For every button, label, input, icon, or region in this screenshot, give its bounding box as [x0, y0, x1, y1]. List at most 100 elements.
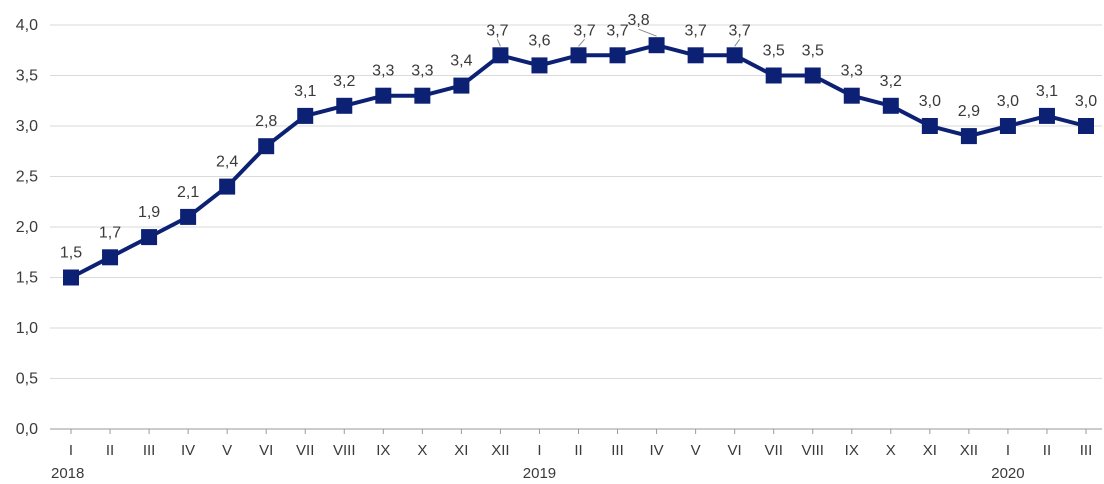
y-tick-label: 3,0 [16, 118, 38, 135]
data-point [921, 118, 938, 134]
x-tick-label: V [222, 442, 232, 459]
data-label: 2,1 [177, 184, 199, 201]
data-label: 3,3 [411, 63, 433, 80]
data-label: 3,1 [1036, 83, 1058, 100]
grid-lines [50, 24, 1102, 430]
y-axis: 0,0 0,5 1,0 1,5 2,0 2,5 3,0 3,5 4,0 [16, 17, 38, 438]
y-tick-label: 4,0 [16, 17, 38, 34]
data-label: 3,7 [486, 22, 508, 39]
x-tick-label: II [106, 442, 114, 459]
x-tick-label: I [537, 442, 541, 459]
x-tick-label: X [886, 442, 896, 459]
x-tick-label: I [1006, 442, 1010, 459]
data-label: 3,3 [372, 63, 394, 80]
data-label: 3,0 [997, 93, 1019, 110]
year-label: 2019 [523, 465, 556, 482]
x-tick-label: V [691, 442, 701, 459]
data-label: 3,7 [606, 22, 628, 39]
data-label: 3,8 [627, 12, 649, 29]
data-point [1038, 107, 1055, 124]
x-tick-label: II [1043, 442, 1051, 459]
data-point [102, 249, 119, 266]
y-tick-label: 0,0 [16, 421, 38, 438]
data-label: 3,3 [841, 63, 863, 80]
x-tick-label: VIII [333, 442, 356, 459]
data-points [63, 37, 1094, 286]
year-label: 2020 [991, 465, 1024, 482]
x-tick-label: XII [491, 442, 509, 459]
data-point [960, 128, 977, 145]
data-label: 2,9 [958, 103, 980, 120]
x-tick-label: III [611, 442, 624, 459]
data-label: 3,5 [802, 43, 824, 60]
data-label: 1,9 [138, 204, 160, 221]
data-point [219, 178, 236, 195]
label-leader-line [638, 28, 657, 37]
x-tick-label: IX [376, 442, 390, 459]
data-label: 3,1 [294, 83, 316, 100]
x-tick-label: IV [181, 442, 195, 459]
x-tick-label: III [1080, 442, 1093, 459]
data-label: 3,5 [763, 43, 785, 60]
y-tick-label: 2,0 [16, 219, 38, 236]
data-point [375, 87, 392, 104]
data-point [804, 67, 821, 84]
label-leader-lines [496, 28, 741, 47]
x-tick-label: XII [960, 442, 978, 459]
x-tick-label: I [69, 442, 73, 459]
y-tick-label: 3,5 [16, 68, 38, 85]
year-label: 2018 [51, 465, 84, 482]
x-tick-label: VIII [801, 442, 824, 459]
x-tick-label: X [417, 442, 427, 459]
data-point [492, 47, 509, 64]
x-tick-label: II [574, 442, 582, 459]
data-point [297, 107, 314, 124]
data-point [843, 87, 860, 104]
x-tick-label: XI [923, 442, 937, 459]
data-point [687, 47, 704, 64]
data-label: 2,8 [255, 113, 277, 130]
x-tick-label: VI [259, 442, 273, 459]
y-tick-label: 0,5 [16, 371, 38, 388]
y-tick-label: 2,5 [16, 169, 38, 186]
x-tick-label: VII [765, 442, 783, 459]
data-point [336, 97, 353, 114]
data-label: 3,4 [450, 53, 472, 70]
data-label: 3,2 [333, 73, 355, 90]
data-point [570, 47, 587, 64]
data-labels: 1,5 1,7 1,9 2,1 2,4 2,8 3,1 3,2 3,3 3,3 3,4 3,7 3,6 3… [60, 12, 1097, 261]
data-point [180, 208, 197, 225]
data-label: 3,2 [880, 73, 902, 90]
data-label: 1,5 [60, 245, 82, 262]
label-leader-line [734, 39, 741, 47]
y-tick-label: 1,0 [16, 320, 38, 337]
data-point [1078, 118, 1094, 134]
data-point [726, 47, 743, 64]
y-tick-label: 1,5 [16, 270, 38, 287]
data-point [609, 47, 626, 64]
label-leader-line [496, 39, 501, 47]
data-point [765, 67, 782, 84]
x-tick-label: IV [649, 442, 663, 459]
x-tick-label: VII [296, 442, 314, 459]
data-point [531, 57, 548, 74]
x-tick-label: XI [454, 442, 468, 459]
x-tick-label: III [143, 442, 156, 459]
data-point [999, 118, 1016, 134]
data-point [141, 229, 158, 246]
x-tick-label: VI [728, 442, 742, 459]
x-tick-label: IX [845, 442, 859, 459]
data-label: 3,7 [684, 22, 706, 39]
data-label: 3,0 [1075, 93, 1097, 110]
data-point [414, 87, 431, 104]
data-label: 3,7 [573, 22, 595, 39]
data-point [648, 37, 665, 54]
data-point [453, 77, 470, 94]
data-label: 2,4 [216, 154, 238, 171]
data-label: 3,6 [528, 32, 550, 49]
data-label: 1,7 [99, 224, 121, 241]
data-point [63, 269, 79, 286]
data-label: 3,0 [919, 93, 941, 110]
x-axis: I II III IV V VI VII VIII IX X XI XII I II III IV V VI VII… [51, 429, 1092, 482]
